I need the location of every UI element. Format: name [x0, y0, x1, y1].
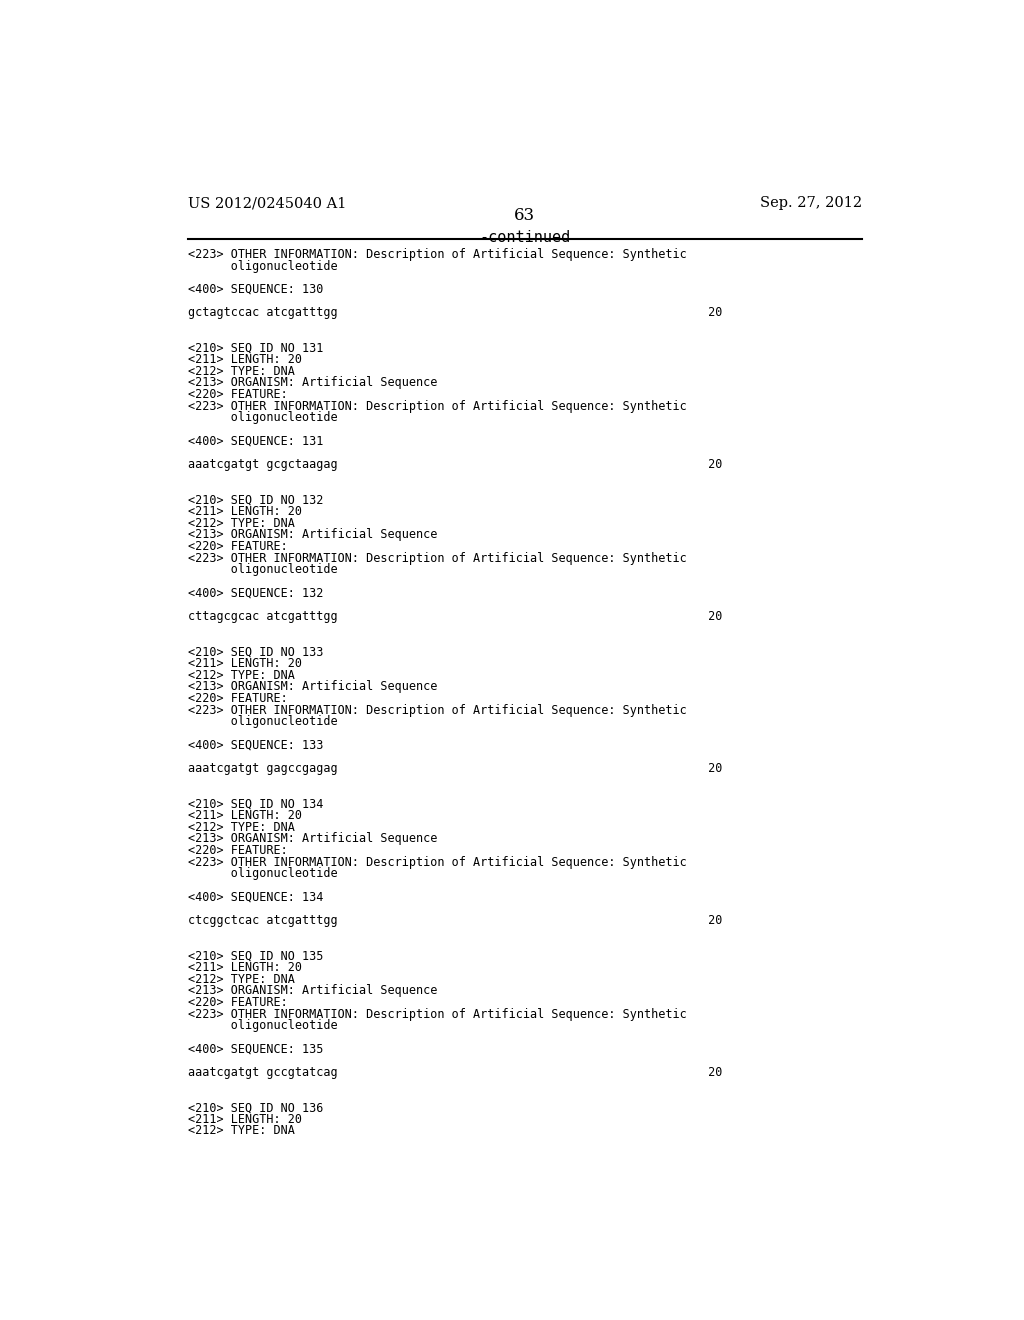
Text: <400> SEQUENCE: 135: <400> SEQUENCE: 135 [187, 1043, 323, 1056]
Text: <212> TYPE: DNA: <212> TYPE: DNA [187, 1125, 294, 1138]
Text: US 2012/0245040 A1: US 2012/0245040 A1 [187, 195, 346, 210]
Text: <211> LENGTH: 20: <211> LENGTH: 20 [187, 809, 301, 822]
Text: <210> SEQ ID NO 131: <210> SEQ ID NO 131 [187, 342, 323, 354]
Text: cttagcgcac atcgatttgg                                                    20: cttagcgcac atcgatttgg 20 [187, 610, 722, 623]
Text: <223> OTHER INFORMATION: Description of Artificial Sequence: Synthetic: <223> OTHER INFORMATION: Description of … [187, 704, 686, 717]
Text: aaatcgatgt gccgtatcag                                                    20: aaatcgatgt gccgtatcag 20 [187, 1067, 722, 1078]
Text: <213> ORGANISM: Artificial Sequence: <213> ORGANISM: Artificial Sequence [187, 985, 437, 997]
Text: <212> TYPE: DNA: <212> TYPE: DNA [187, 669, 294, 681]
Text: <223> OTHER INFORMATION: Description of Artificial Sequence: Synthetic: <223> OTHER INFORMATION: Description of … [187, 1007, 686, 1020]
Text: oligonucleotide: oligonucleotide [187, 260, 337, 272]
Text: <211> LENGTH: 20: <211> LENGTH: 20 [187, 352, 301, 366]
Text: <211> LENGTH: 20: <211> LENGTH: 20 [187, 1113, 301, 1126]
Text: <210> SEQ ID NO 134: <210> SEQ ID NO 134 [187, 797, 323, 810]
Text: <210> SEQ ID NO 136: <210> SEQ ID NO 136 [187, 1101, 323, 1114]
Text: aaatcgatgt gagccgagag                                                    20: aaatcgatgt gagccgagag 20 [187, 762, 722, 775]
Text: <211> LENGTH: 20: <211> LENGTH: 20 [187, 961, 301, 974]
Text: oligonucleotide: oligonucleotide [187, 412, 337, 425]
Text: <220> FEATURE:: <220> FEATURE: [187, 388, 288, 401]
Text: oligonucleotide: oligonucleotide [187, 715, 337, 729]
Text: <400> SEQUENCE: 131: <400> SEQUENCE: 131 [187, 434, 323, 447]
Text: 63: 63 [514, 207, 536, 224]
Text: aaatcgatgt gcgctaagag                                                    20: aaatcgatgt gcgctaagag 20 [187, 458, 722, 471]
Text: gctagtccac atcgatttgg                                                    20: gctagtccac atcgatttgg 20 [187, 306, 722, 319]
Text: ctcggctcac atcgatttgg                                                    20: ctcggctcac atcgatttgg 20 [187, 913, 722, 927]
Text: <400> SEQUENCE: 130: <400> SEQUENCE: 130 [187, 282, 323, 296]
Text: <213> ORGANISM: Artificial Sequence: <213> ORGANISM: Artificial Sequence [187, 680, 437, 693]
Text: <213> ORGANISM: Artificial Sequence: <213> ORGANISM: Artificial Sequence [187, 833, 437, 845]
Text: <213> ORGANISM: Artificial Sequence: <213> ORGANISM: Artificial Sequence [187, 376, 437, 389]
Text: <220> FEATURE:: <220> FEATURE: [187, 692, 288, 705]
Text: <212> TYPE: DNA: <212> TYPE: DNA [187, 516, 294, 529]
Text: <210> SEQ ID NO 135: <210> SEQ ID NO 135 [187, 949, 323, 962]
Text: -continued: -continued [479, 230, 570, 244]
Text: <211> LENGTH: 20: <211> LENGTH: 20 [187, 657, 301, 671]
Text: oligonucleotide: oligonucleotide [187, 1019, 337, 1032]
Text: <212> TYPE: DNA: <212> TYPE: DNA [187, 821, 294, 834]
Text: <223> OTHER INFORMATION: Description of Artificial Sequence: Synthetic: <223> OTHER INFORMATION: Description of … [187, 248, 686, 261]
Text: oligonucleotide: oligonucleotide [187, 867, 337, 880]
Text: <220> FEATURE:: <220> FEATURE: [187, 540, 288, 553]
Text: <220> FEATURE:: <220> FEATURE: [187, 843, 288, 857]
Text: <223> OTHER INFORMATION: Description of Artificial Sequence: Synthetic: <223> OTHER INFORMATION: Description of … [187, 552, 686, 565]
Text: <213> ORGANISM: Artificial Sequence: <213> ORGANISM: Artificial Sequence [187, 528, 437, 541]
Text: <211> LENGTH: 20: <211> LENGTH: 20 [187, 506, 301, 517]
Text: <223> OTHER INFORMATION: Description of Artificial Sequence: Synthetic: <223> OTHER INFORMATION: Description of … [187, 855, 686, 869]
Text: <220> FEATURE:: <220> FEATURE: [187, 995, 288, 1008]
Text: <212> TYPE: DNA: <212> TYPE: DNA [187, 364, 294, 378]
Text: <210> SEQ ID NO 132: <210> SEQ ID NO 132 [187, 494, 323, 507]
Text: Sep. 27, 2012: Sep. 27, 2012 [760, 195, 862, 210]
Text: <400> SEQUENCE: 134: <400> SEQUENCE: 134 [187, 891, 323, 904]
Text: <400> SEQUENCE: 132: <400> SEQUENCE: 132 [187, 587, 323, 599]
Text: oligonucleotide: oligonucleotide [187, 564, 337, 577]
Text: <210> SEQ ID NO 133: <210> SEQ ID NO 133 [187, 645, 323, 659]
Text: <223> OTHER INFORMATION: Description of Artificial Sequence: Synthetic: <223> OTHER INFORMATION: Description of … [187, 400, 686, 413]
Text: <400> SEQUENCE: 133: <400> SEQUENCE: 133 [187, 739, 323, 752]
Text: <212> TYPE: DNA: <212> TYPE: DNA [187, 973, 294, 986]
